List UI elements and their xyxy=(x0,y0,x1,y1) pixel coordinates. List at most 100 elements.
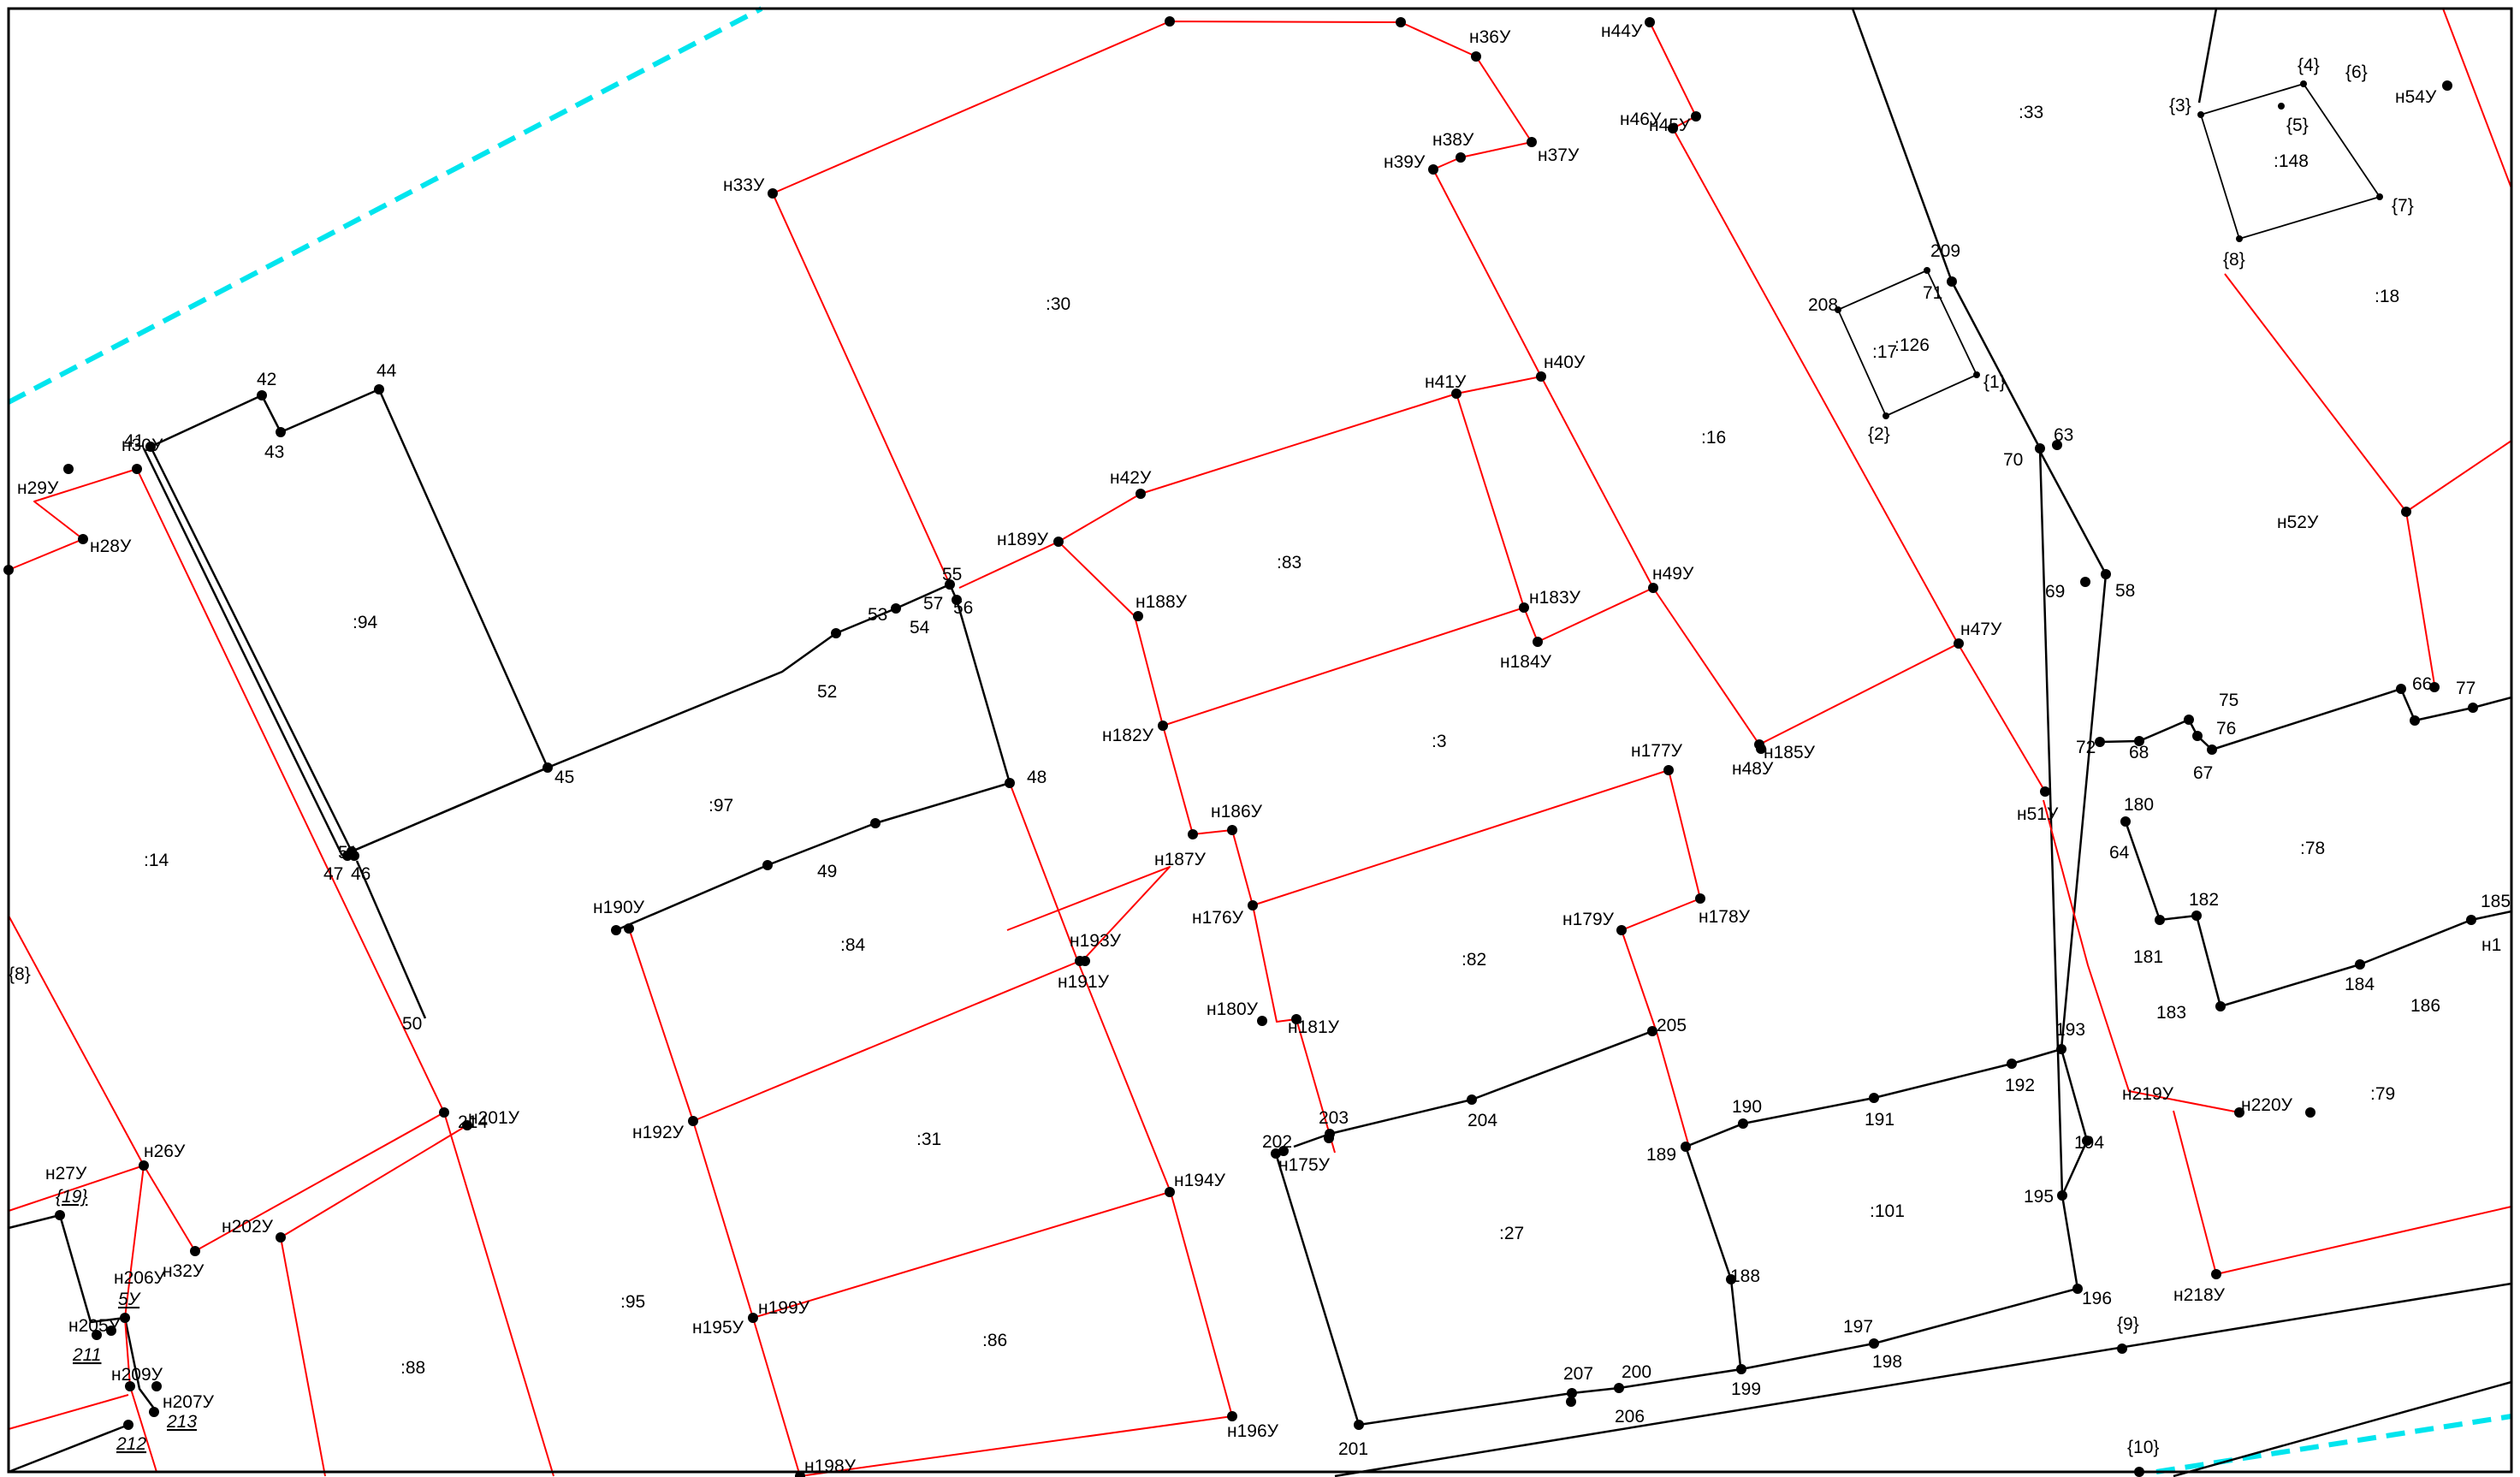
survey-point xyxy=(1227,825,1237,835)
survey-point xyxy=(2191,911,2202,921)
point-label: н190У xyxy=(593,898,645,917)
survey-point xyxy=(1648,583,1658,593)
point-label: н178У xyxy=(1699,907,1751,927)
survey-point xyxy=(276,1232,286,1243)
point-label: н182У xyxy=(1102,726,1154,745)
survey-point xyxy=(831,628,841,638)
point-label: 186 xyxy=(2410,996,2440,1016)
survey-point xyxy=(374,384,384,394)
point-label: н176У xyxy=(1192,908,1244,928)
point-label: {6} xyxy=(2345,62,2368,82)
red-boundary-line xyxy=(772,193,951,585)
point-label: 201 xyxy=(1338,1439,1368,1459)
point-label: 45 xyxy=(554,768,574,787)
survey-point xyxy=(1080,956,1090,966)
parcel-label: :30 xyxy=(1046,294,1070,314)
parcel-label: :148 xyxy=(2274,151,2309,171)
survey-point xyxy=(1883,412,1889,419)
point-label: 198 xyxy=(1872,1352,1902,1372)
red-boundary-line xyxy=(2442,8,2512,189)
red-boundary-line xyxy=(2405,511,2435,685)
red-boundary-line xyxy=(280,1237,326,1477)
survey-point xyxy=(92,1330,102,1340)
survey-point xyxy=(1165,1187,1175,1197)
survey-point xyxy=(1738,1118,1748,1129)
point-label: 76 xyxy=(2216,719,2236,738)
point-label: {4} xyxy=(2298,56,2320,75)
point-label: 66 xyxy=(2412,674,2432,694)
parcel-label: :95 xyxy=(620,1292,645,1312)
point-label: 194 xyxy=(2074,1133,2104,1153)
map-frame xyxy=(7,7,2513,1474)
survey-point xyxy=(1135,489,1146,499)
parcel-label: :16 xyxy=(1701,428,1726,448)
parcel-label: :97 xyxy=(709,796,733,816)
survey-point xyxy=(106,1326,116,1336)
survey-point xyxy=(1695,893,1705,904)
parcel-label: :3 xyxy=(1432,732,1447,751)
point-label: 197 xyxy=(1843,1317,1873,1337)
point-label: 199 xyxy=(1731,1379,1761,1399)
survey-point xyxy=(2355,959,2365,970)
red-boundary-line xyxy=(692,960,1081,1122)
parcel-label: :86 xyxy=(982,1331,1007,1350)
point-label: н199У xyxy=(758,1298,810,1318)
survey-point xyxy=(120,1313,130,1323)
point-label: {2} xyxy=(1868,424,1890,444)
survey-point xyxy=(2134,736,2144,746)
survey-point xyxy=(2197,111,2204,118)
survey-point xyxy=(63,464,74,474)
point-label: 200 xyxy=(1622,1362,1651,1382)
survey-point xyxy=(1227,1411,1237,1421)
point-label: н1 xyxy=(2481,935,2501,955)
point-label: {3} xyxy=(2169,96,2191,116)
point-label: 72 xyxy=(2076,738,2096,757)
point-label: 54 xyxy=(910,618,930,638)
survey-point xyxy=(1467,1094,1477,1105)
point-label: н26У xyxy=(144,1142,186,1161)
point-label: н201У xyxy=(468,1108,520,1128)
point-label: {10} xyxy=(2127,1438,2159,1457)
red-boundary-line xyxy=(1456,393,1525,608)
point-label: 48 xyxy=(1027,768,1047,787)
red-boundary-line xyxy=(1006,782,1171,965)
point-label: {8} xyxy=(2223,250,2245,270)
survey-point xyxy=(2234,1107,2244,1118)
point-label: н46У xyxy=(1620,110,1662,129)
point-label: 67 xyxy=(2193,763,2213,783)
black-boundary-line xyxy=(1851,8,2064,1196)
zone-boundary-line xyxy=(2155,1414,2512,1474)
black-boundary-line xyxy=(1334,1282,2512,1477)
point-label: 56 xyxy=(953,598,973,618)
red-boundary-line xyxy=(8,1394,129,1430)
point-label: 75 xyxy=(2219,691,2238,710)
survey-point xyxy=(1291,1014,1302,1024)
point-label: 188 xyxy=(1730,1266,1760,1286)
point-label: н198У xyxy=(804,1456,857,1476)
black-boundary-line xyxy=(142,448,344,857)
point-label: 213 xyxy=(166,1412,197,1432)
point-label: н193У xyxy=(1070,931,1122,951)
point-label: н220У xyxy=(2241,1095,2293,1115)
point-label: 58 xyxy=(2115,581,2135,601)
point-label: н30У xyxy=(122,436,163,455)
point-label: 182 xyxy=(2189,890,2219,910)
red-boundary-line xyxy=(1252,769,1701,1151)
black-boundary-line xyxy=(351,583,951,853)
point-label: н52У xyxy=(2277,513,2319,532)
point-label: н188У xyxy=(1135,592,1188,612)
survey-point xyxy=(1519,602,1529,613)
point-label: 191 xyxy=(1865,1110,1894,1130)
parcel-label: :79 xyxy=(2370,1084,2395,1104)
survey-point xyxy=(139,1160,149,1171)
point-label: 46 xyxy=(351,864,371,884)
point-label: н38У xyxy=(1432,130,1474,150)
survey-point xyxy=(1668,123,1678,133)
point-label: 185 xyxy=(2481,892,2511,911)
point-label: н44У xyxy=(1601,21,1643,41)
point-label: н49У xyxy=(1652,564,1694,584)
survey-point xyxy=(125,1381,135,1391)
survey-point xyxy=(945,579,955,590)
survey-point xyxy=(1736,1364,1746,1374)
survey-point xyxy=(1954,638,1964,649)
